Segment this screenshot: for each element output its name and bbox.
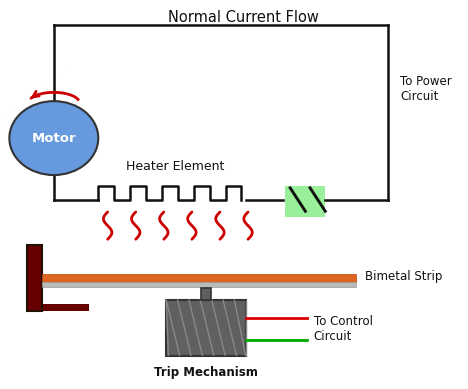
Text: Heater Element: Heater Element (126, 160, 225, 173)
Text: Motor: Motor (31, 131, 76, 145)
Ellipse shape (9, 101, 98, 175)
Bar (27, 304, 89, 311)
Text: Trip Mechanism: Trip Mechanism (154, 366, 258, 378)
Text: Normal Current Flow: Normal Current Flow (168, 10, 319, 25)
Text: Bimetal Strip: Bimetal Strip (365, 270, 442, 283)
Bar (201, 288, 211, 300)
Bar (42, 282, 356, 287)
Text: To Power
Circuit: To Power Circuit (400, 75, 452, 103)
Text: To Control
Circuit: To Control Circuit (314, 315, 373, 343)
Bar (285, 186, 325, 217)
Bar (42, 274, 356, 282)
Bar (27, 245, 42, 311)
Bar (166, 300, 246, 356)
